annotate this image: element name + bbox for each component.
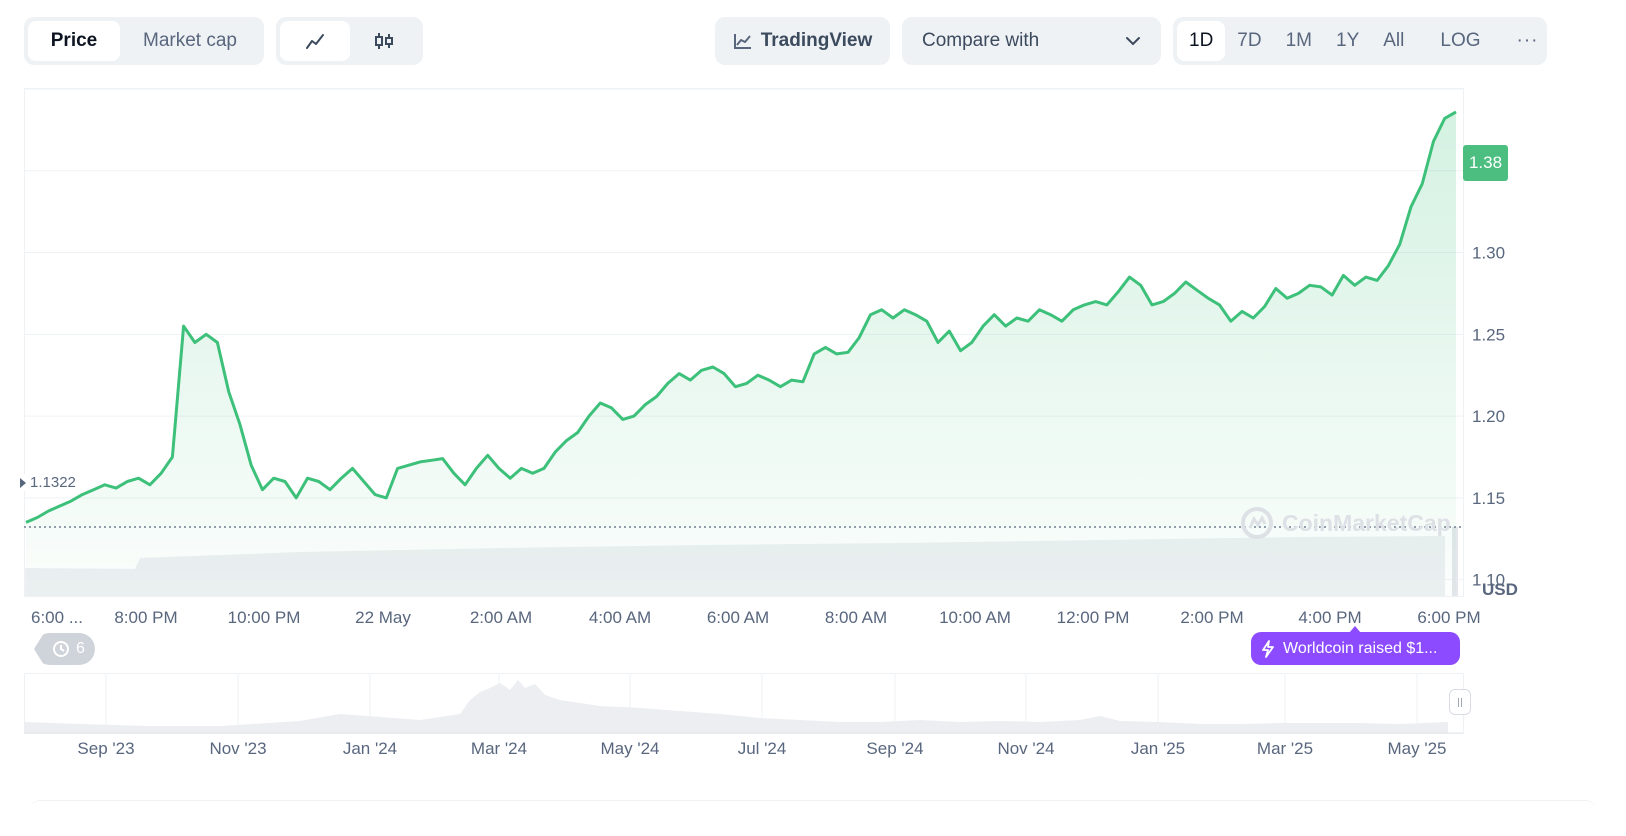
handle-grip-icon [1461, 697, 1462, 707]
x-tick-label: 2:00 AM [469, 608, 533, 627]
price-tab[interactable]: Price [28, 21, 120, 61]
history-badge[interactable]: 6 [34, 633, 95, 665]
reference-price-value: 1.1322 [30, 474, 76, 491]
x-tick-label: 12:00 PM [1056, 608, 1130, 627]
range-1y-button[interactable]: 1Y [1336, 30, 1360, 51]
y-tick-label: 1.10 [1472, 571, 1505, 590]
range-selector: 1D 7D 1M 1Y All LOG ··· [1173, 17, 1547, 65]
line-chart-button[interactable] [280, 21, 350, 61]
reference-price-label: 1.1322 [20, 474, 76, 491]
market-cap-tab[interactable]: Market cap [143, 30, 237, 51]
lightning-icon [1262, 639, 1274, 658]
navigator-tick-label: Jul '24 [737, 739, 787, 758]
compare-with-select[interactable]: Compare with [902, 17, 1161, 65]
x-tick-label: 6:00 AM [706, 608, 770, 627]
x-tick-label: 8:00 PM [114, 608, 178, 627]
chevron-down-icon [1126, 37, 1140, 46]
navigator-tick-label: Jan '25 [1130, 739, 1186, 758]
history-count: 6 [76, 640, 85, 657]
navigator-tick-label: Sep '24 [866, 739, 924, 758]
x-tick-label: 2:00 PM [1180, 608, 1244, 627]
navigator-tick-label: Nov '23 [209, 739, 267, 758]
handle-grip-icon [1458, 697, 1459, 707]
compare-with-label: Compare with [922, 30, 1040, 51]
x-tick-label: 6:00 PM [1417, 608, 1481, 627]
y-tick-label: 1.30 [1472, 244, 1505, 263]
price-line [25, 110, 1457, 524]
navigator-tick-label: May '25 [1387, 739, 1447, 758]
candlestick-icon [375, 33, 394, 49]
watermark-text: CoinMarketCap [1282, 509, 1451, 536]
tradingview-button[interactable]: TradingView [715, 17, 890, 65]
chart-area-icon [733, 34, 751, 49]
more-options-button[interactable]: ··· [1516, 30, 1539, 51]
navigator-tick-label: Mar '25 [1256, 739, 1314, 758]
range-7d-button[interactable]: 7D [1237, 30, 1262, 51]
range-1m-button[interactable]: 1M [1285, 30, 1312, 51]
y-tick-label: 1.15 [1472, 489, 1505, 508]
line-chart-icon [305, 34, 324, 49]
current-price-badge: 1.38 [1463, 145, 1508, 181]
currency-label: USD [1482, 580, 1518, 599]
news-pointer [1349, 626, 1361, 633]
news-badge[interactable]: Worldcoin raised $1... [1251, 632, 1460, 665]
x-tick-label: 4:00 AM [588, 608, 652, 627]
log-scale-button[interactable]: LOG [1440, 30, 1481, 51]
range-all-button[interactable]: All [1383, 30, 1405, 51]
navigator-handle[interactable] [1449, 689, 1471, 715]
y-tick-label: 1.25 [1472, 325, 1505, 344]
navigator-tick-label: May '24 [600, 739, 660, 758]
news-text: Worldcoin raised $1... [1283, 639, 1438, 657]
navigator-tick-label: Mar '24 [470, 739, 528, 758]
x-tick-label: 10:00 PM [227, 608, 301, 627]
navigator-volume-area [24, 680, 1448, 733]
range-1d-button[interactable]: 1D [1177, 21, 1226, 61]
x-tick-label: 22 May [355, 608, 411, 627]
coinmarketcap-logo-icon [1241, 507, 1273, 539]
price-area [26, 111, 1456, 597]
x-tick-label: 6:00 ... [31, 608, 83, 627]
candlestick-button[interactable] [350, 21, 420, 61]
reference-marker-icon [20, 477, 26, 488]
data-toggle: Price Market cap [24, 17, 264, 65]
history-icon [53, 641, 69, 657]
y-tick-label: 1.20 [1472, 407, 1505, 426]
bottom-panel-edge [30, 800, 1596, 821]
coinmarketcap-watermark: CoinMarketCap [1240, 506, 1451, 540]
navigator-tick-label: Nov '24 [997, 739, 1055, 758]
navigator-tick-label: Jan '24 [342, 739, 398, 758]
navigator-tick-label: Sep '23 [77, 739, 135, 758]
chart-type-toggle [276, 17, 423, 65]
x-tick-label: 4:00 PM [1298, 608, 1362, 627]
x-tick-label: 8:00 AM [824, 608, 888, 627]
x-tick-label: 10:00 AM [939, 608, 1011, 627]
tradingview-label: TradingView [760, 30, 873, 51]
